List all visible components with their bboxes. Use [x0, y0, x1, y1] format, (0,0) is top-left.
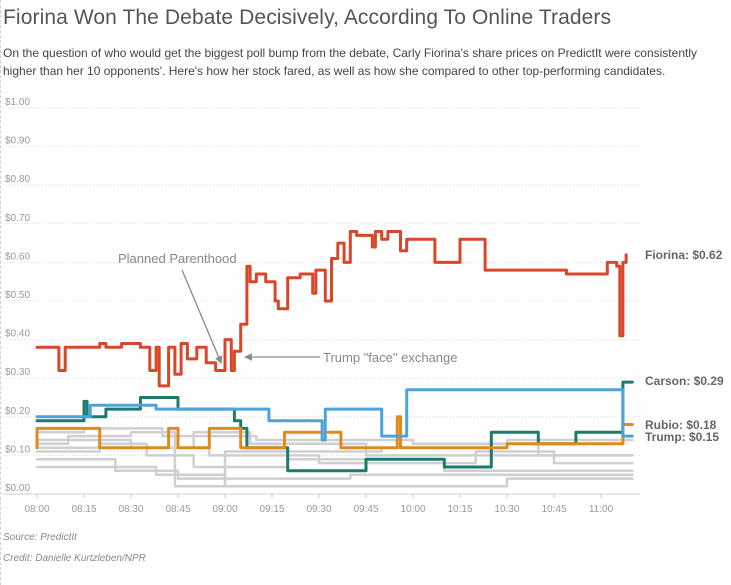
y-tick-label: $0.40 [5, 329, 30, 340]
y-tick-label: $0.90 [5, 136, 30, 147]
gridlines [3, 107, 640, 495]
credit-note: Credit: Danielle Kurtzleben/NPR [3, 553, 146, 564]
x-tick-label: 10:00 [400, 504, 425, 515]
y-tick-label: $0.80 [5, 174, 30, 185]
y-axis: $0.00 $0.10 $0.20 $0.30 $0.40 $0.50 $0.60 $0.70… [5, 97, 30, 494]
annotation-planned-parenthood: Planned Parenthood [118, 251, 237, 266]
series-line-trump [35, 388, 634, 442]
series-line-carson [35, 380, 634, 473]
x-tick-label: 08:45 [165, 504, 190, 515]
annotations: Planned Parenthood Trump "face" exchange [118, 251, 457, 365]
source-note: Source: PredictIt [3, 532, 77, 543]
series-end-labels: Fiorina: $0.62 Carson: $0.29 Rubio: $0.18T… [645, 248, 724, 444]
x-tick-label: 11:00 [589, 504, 614, 515]
y-tick-label: $1.00 [5, 97, 30, 108]
x-tick-label: 08:30 [118, 504, 143, 515]
x-tick-label: 09:15 [259, 504, 284, 515]
annotation-arrow-planned-parenthood [181, 269, 223, 365]
x-tick-label: 08:00 [24, 504, 49, 515]
y-tick-label: $0.60 [5, 251, 30, 262]
y-tick-label: $0.10 [5, 444, 30, 455]
x-axis: 08:00 08:15 08:30 08:45 09:00 09:15 09:30 09:45… [24, 494, 614, 515]
page-border [0, 0, 1, 585]
end-label-rubio: Rubio: $0.18 [645, 418, 717, 432]
y-tick-label: $0.70 [5, 213, 30, 224]
end-label-trump: Trump: $0.15 [645, 430, 719, 444]
x-tick-label: 08:15 [71, 504, 96, 515]
x-tick-label: 09:00 [212, 504, 237, 515]
x-tick-label: 10:45 [541, 504, 566, 515]
annotation-trump-face: Trump "face" exchange [323, 350, 457, 365]
series-line-other [35, 430, 634, 457]
x-tick-label: 10:15 [447, 504, 472, 515]
series-lines [35, 230, 634, 488]
y-tick-label: $0.30 [5, 367, 30, 378]
y-tick-label: $0.00 [5, 483, 30, 494]
end-label-fiorina: Fiorina: $0.62 [645, 248, 723, 262]
series-line-rubio [35, 415, 634, 450]
x-tick-label: 10:30 [494, 504, 519, 515]
x-tick-label: 09:30 [306, 504, 331, 515]
end-label-carson: Carson: $0.29 [645, 374, 724, 388]
x-tick-label: 09:45 [353, 504, 378, 515]
chart-title: Fiorina Won The Debate Decisively, Accor… [3, 6, 612, 29]
chart-subtitle: On the question of who would get the big… [3, 46, 697, 78]
y-tick-label: $0.20 [5, 406, 30, 417]
series-line-fiorina [35, 230, 628, 388]
y-tick-label: $0.50 [5, 290, 30, 301]
